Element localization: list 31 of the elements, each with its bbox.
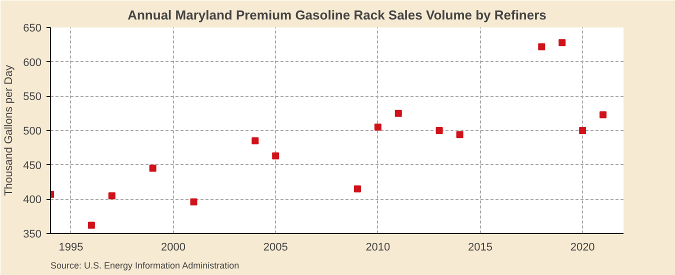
point [272,152,280,160]
point [88,222,95,229]
point [558,39,566,46]
point [252,137,259,144]
x-tick-label: 2010 [366,242,390,254]
point [436,127,443,134]
source-note: Source: U.S. Energy Information Administration [50,260,240,270]
y-tick-label: 550 [23,91,42,104]
point [149,164,156,172]
y-tick-label: 500 [23,126,42,138]
point [354,185,361,192]
chart-title: Annual Maryland Premium Gasoline Rack Sales Volume by Refiners [128,8,546,22]
point [600,111,607,118]
y-tick-label: 350 [23,228,42,240]
point [579,127,586,134]
y-axis-title: Thousand Gallons per Day [3,64,16,196]
point [394,110,402,117]
x-tick-label: 2000 [161,242,186,254]
point [456,131,464,138]
y-tick-label: 450 [23,160,42,172]
point [108,192,116,200]
point [374,124,382,131]
y-tick-label: 400 [23,194,42,206]
point [190,198,198,206]
y-tick-label: 650 [23,22,42,34]
x-tick-label: 1995 [58,242,84,254]
y-tick-label: 600 [23,56,42,69]
x-tick-label: 2005 [263,242,288,254]
x-tick-label: 2020 [570,242,595,254]
x-tick-label: 2015 [468,242,492,254]
point [538,43,546,50]
